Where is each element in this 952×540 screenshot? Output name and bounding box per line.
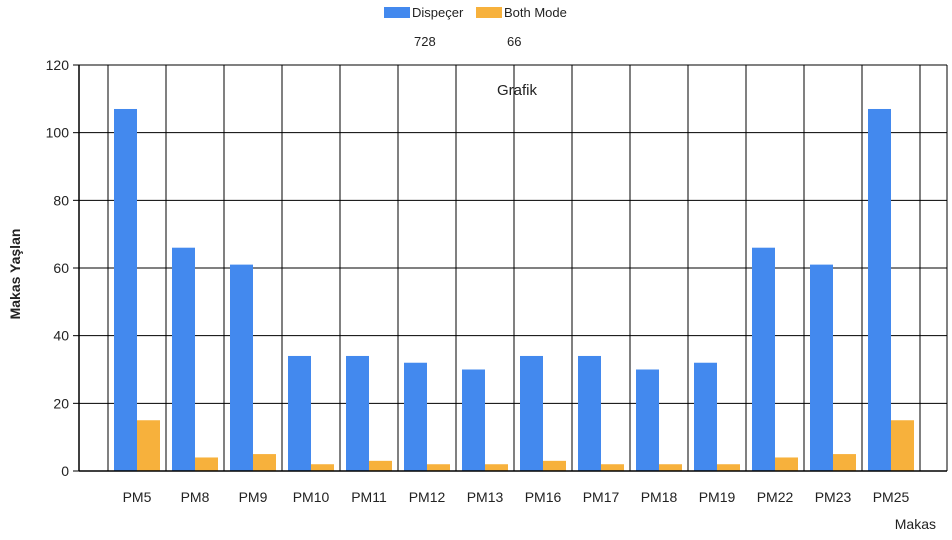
x-tick-label: PM5 xyxy=(123,489,152,505)
legend: Dispeçer 728 Both Mode 66 xyxy=(384,5,567,49)
bar-dispe-er-pm10 xyxy=(288,355,311,471)
bar-both-mode-pm10 xyxy=(311,464,334,471)
x-tick-label: PM25 xyxy=(873,489,910,505)
bar-dispe-er-pm13 xyxy=(462,369,485,471)
bar-both-mode-pm18 xyxy=(659,464,682,471)
chart-title: Grafik xyxy=(497,82,538,99)
bar-both-mode-pm22 xyxy=(775,457,798,471)
y-tick-label: 100 xyxy=(46,125,70,141)
legend-total-dispecer: 728 xyxy=(414,34,436,49)
x-tick-label: PM8 xyxy=(181,489,210,505)
x-tick-label: PM17 xyxy=(583,489,620,505)
bar-both-mode-pm16 xyxy=(543,460,566,471)
legend-swatch-dispecer xyxy=(384,7,410,18)
grid xyxy=(79,64,947,472)
bar-both-mode-pm13 xyxy=(485,464,508,471)
x-tick-label: PM11 xyxy=(351,489,387,505)
x-tick-label: PM16 xyxy=(525,489,562,505)
y-tick-label: 20 xyxy=(53,395,69,411)
legend-label-both-mode: Both Mode xyxy=(504,5,567,20)
axes xyxy=(73,64,948,472)
bar-dispe-er-pm18 xyxy=(636,369,659,471)
x-tick-label: PM18 xyxy=(641,489,678,505)
x-axis-title: Makas xyxy=(895,516,936,532)
bar-dispe-er-pm5 xyxy=(114,108,137,471)
legend-label-dispecer: Dispeçer xyxy=(412,5,464,20)
bar-both-mode-pm17 xyxy=(601,464,624,471)
y-tick-label: 40 xyxy=(53,328,69,344)
bar-both-mode-pm11 xyxy=(369,460,392,471)
bar-both-mode-pm25 xyxy=(891,420,914,471)
bar-dispe-er-pm9 xyxy=(230,264,253,471)
bar-dispe-er-pm19 xyxy=(694,362,717,471)
bar-dispe-er-pm16 xyxy=(520,355,543,471)
y-tick-label: 0 xyxy=(61,463,69,479)
x-tick-label: PM9 xyxy=(239,489,268,505)
bars xyxy=(114,108,914,471)
x-tick-label: PM19 xyxy=(699,489,736,505)
x-tick-label: PM10 xyxy=(293,489,330,505)
bar-both-mode-pm23 xyxy=(833,454,856,471)
y-tick-label: 120 xyxy=(46,57,70,73)
bar-both-mode-pm5 xyxy=(137,420,160,471)
bar-dispe-er-pm11 xyxy=(346,355,369,471)
bar-dispe-er-pm23 xyxy=(810,264,833,471)
x-tick-label: PM13 xyxy=(467,489,504,505)
bar-dispe-er-pm8 xyxy=(172,247,195,471)
y-tick-label: 80 xyxy=(53,192,69,208)
x-tick-label: PM23 xyxy=(815,489,852,505)
x-tick-label: PM12 xyxy=(409,489,446,505)
bar-both-mode-pm12 xyxy=(427,464,450,471)
bar-dispe-er-pm25 xyxy=(868,108,891,471)
bar-both-mode-pm19 xyxy=(717,464,740,471)
y-axis-title: Makas Yaşlan xyxy=(7,229,23,320)
y-tick-label: 60 xyxy=(53,260,69,276)
bar-dispe-er-pm17 xyxy=(578,355,601,471)
tick-labels: 0 20 40 60 80 100 120 PM5 PM8 PM9 PM10 PM11 PM12 PM13… xyxy=(46,57,910,505)
legend-swatch-both-mode xyxy=(476,7,502,18)
legend-total-both-mode: 66 xyxy=(507,34,521,49)
x-tick-label: PM22 xyxy=(757,489,794,505)
bar-dispe-er-pm22 xyxy=(752,247,775,471)
bar-both-mode-pm8 xyxy=(195,457,218,471)
bar-dispe-er-pm12 xyxy=(404,362,427,471)
bar-both-mode-pm9 xyxy=(253,454,276,471)
